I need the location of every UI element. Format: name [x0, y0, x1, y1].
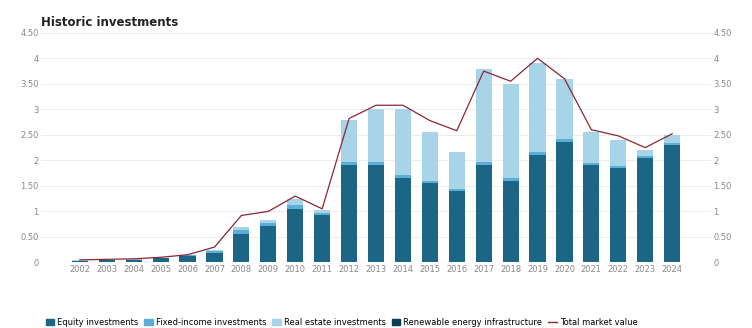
Bar	[556, 142, 572, 262]
Text: Historic investments: Historic investments	[41, 16, 179, 29]
Bar	[475, 69, 492, 162]
Bar	[99, 260, 115, 262]
Bar	[368, 162, 384, 165]
Bar	[584, 163, 599, 165]
Bar	[395, 175, 411, 178]
Bar	[449, 152, 465, 189]
Bar	[556, 79, 572, 139]
Bar	[449, 189, 465, 191]
Bar	[610, 140, 626, 166]
Bar	[233, 230, 250, 234]
Bar	[664, 143, 681, 145]
Bar	[287, 205, 303, 209]
Bar	[153, 258, 168, 262]
Bar	[422, 183, 438, 262]
Bar	[610, 168, 626, 262]
Bar	[502, 181, 519, 262]
Bar	[287, 209, 303, 262]
Bar	[664, 135, 681, 143]
Bar	[71, 261, 88, 262]
Bar	[314, 215, 330, 262]
Bar	[664, 145, 681, 262]
Bar	[529, 152, 546, 155]
Bar	[610, 166, 626, 168]
Legend: Equity investments, Fixed-income investments, Real estate investments, Renewable: Equity investments, Fixed-income investm…	[46, 318, 638, 327]
Bar	[637, 158, 653, 262]
Bar	[206, 253, 223, 262]
Bar	[475, 165, 492, 262]
Bar	[233, 227, 250, 230]
Bar	[584, 165, 599, 262]
Bar	[449, 191, 465, 262]
Bar	[260, 219, 277, 223]
Bar	[475, 162, 492, 165]
Bar	[206, 251, 223, 253]
Bar	[206, 250, 223, 251]
Bar	[287, 199, 303, 205]
Bar	[395, 109, 411, 175]
Bar	[556, 139, 572, 142]
Bar	[180, 255, 196, 256]
Bar	[422, 181, 438, 183]
Bar	[368, 165, 384, 262]
Bar	[126, 260, 142, 262]
Bar	[529, 63, 546, 152]
Bar	[341, 119, 357, 162]
Bar	[260, 226, 277, 262]
Bar	[180, 256, 196, 262]
Bar	[529, 155, 546, 262]
Bar	[368, 109, 384, 162]
Bar	[502, 178, 519, 181]
Bar	[502, 84, 519, 178]
Bar	[233, 234, 250, 262]
Bar	[422, 132, 438, 181]
Bar	[395, 178, 411, 262]
Bar	[584, 132, 599, 163]
Bar	[314, 214, 330, 215]
Bar	[314, 210, 330, 214]
Bar	[637, 156, 653, 158]
Bar	[637, 150, 653, 156]
Bar	[341, 165, 357, 262]
Bar	[260, 223, 277, 226]
Bar	[341, 162, 357, 165]
